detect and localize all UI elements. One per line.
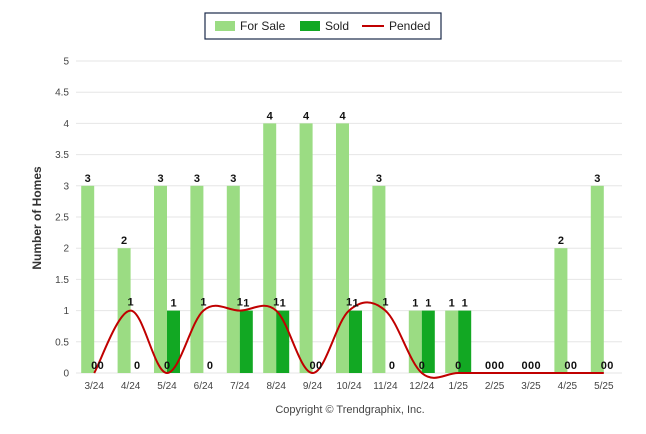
data-label-sold: 0 <box>571 360 577 372</box>
series-line-pended <box>93 301 604 379</box>
bar-for-sale <box>263 123 277 374</box>
bar-sold <box>239 310 253 373</box>
data-label-pended: 0 <box>91 360 97 372</box>
data-label-sold: 0 <box>316 360 322 372</box>
x-tick-label: 10/24 <box>336 381 361 392</box>
data-label-pended: 0 <box>164 360 170 372</box>
data-label-for-sale: 0 <box>485 360 491 372</box>
data-label-sold: 0 <box>207 360 213 372</box>
bar-for-sale <box>554 248 568 373</box>
bar-sold <box>421 310 435 373</box>
x-tick-label: 3/24 <box>84 381 104 392</box>
data-label-for-sale: 4 <box>303 110 310 122</box>
data-label-sold: 0 <box>498 360 504 372</box>
y-tick-label: 3 <box>63 181 69 192</box>
data-label-pended: 0 <box>419 360 425 372</box>
data-label-sold: 0 <box>389 360 395 372</box>
data-label-for-sale: 2 <box>558 235 564 247</box>
bar-for-sale <box>372 185 386 373</box>
data-label-sold: 1 <box>280 298 286 310</box>
x-tick-label: 2/25 <box>485 381 505 392</box>
data-label-for-sale: 3 <box>194 173 200 185</box>
data-label-sold: 1 <box>243 298 249 310</box>
x-tick-label: 5/24 <box>157 381 177 392</box>
y-tick-label: 0 <box>63 369 69 380</box>
data-label-pended: 1 <box>237 297 243 309</box>
y-tick-label: 0.5 <box>55 337 69 348</box>
bar-for-sale <box>190 185 204 373</box>
legend-swatch-for-sale <box>215 21 235 31</box>
x-tick-label: 11/24 <box>373 381 398 392</box>
data-label-pended: 0 <box>564 360 570 372</box>
bar-sold <box>167 310 180 373</box>
data-label-for-sale: 3 <box>594 173 600 185</box>
data-label-for-sale: 3 <box>230 173 236 185</box>
legend: For Sale Sold Pended <box>204 12 442 40</box>
x-tick-label: 9/24 <box>303 381 323 392</box>
bar-sold <box>349 310 362 373</box>
x-tick-label: 8/24 <box>266 381 286 392</box>
data-label-sold: 1 <box>425 298 431 310</box>
bar-for-sale <box>81 185 95 373</box>
data-label-for-sale: 3 <box>157 173 163 185</box>
data-label-for-sale: 3 <box>85 173 91 185</box>
legend-label-pended: Pended <box>389 19 430 33</box>
y-tick-label: 4.5 <box>55 88 69 99</box>
data-label-for-sale: 4 <box>267 110 274 122</box>
y-tick-label: 5 <box>63 57 69 68</box>
x-tick-label: 4/25 <box>558 381 578 392</box>
data-label-pended: 0 <box>310 360 316 372</box>
data-label-pended: 1 <box>200 297 206 309</box>
y-tick-label: 2.5 <box>55 213 69 224</box>
data-label-sold: 0 <box>134 360 140 372</box>
data-label-pended: 1 <box>128 297 134 309</box>
bar-sold <box>458 310 472 373</box>
data-label-pended: 1 <box>273 297 279 309</box>
x-tick-label: 5/25 <box>594 381 614 392</box>
legend-box <box>204 12 442 40</box>
bar-for-sale <box>590 185 604 373</box>
y-tick-label: 4 <box>63 119 69 130</box>
legend-label-for-sale: For Sale <box>240 19 286 33</box>
legend-swatch-sold <box>300 21 320 31</box>
data-label-for-sale: 1 <box>449 298 455 310</box>
data-label-sold: 0 <box>607 360 613 372</box>
data-label-sold: 1 <box>170 298 176 310</box>
y-tick-label: 1 <box>63 306 69 317</box>
data-label-for-sale: 2 <box>121 235 127 247</box>
x-tick-label: 12/24 <box>409 381 434 392</box>
bar-for-sale <box>299 123 313 374</box>
x-tick-label: 1/25 <box>448 381 468 392</box>
data-label-for-sale: 1 <box>412 298 418 310</box>
data-label-sold: 0 <box>534 360 540 372</box>
bar-for-sale <box>445 310 459 373</box>
bar-for-sale <box>117 248 131 373</box>
y-tick-label: 3.5 <box>55 150 69 161</box>
bar-for-sale <box>336 123 349 374</box>
y-tick-label: 2 <box>63 244 69 255</box>
y-axis-label: Number of Homes <box>30 166 44 270</box>
x-tick-label: 3/25 <box>521 381 541 392</box>
data-label-pended: 0 <box>492 360 498 372</box>
x-tick-label: 4/24 <box>121 381 141 392</box>
y-tick-label: 1.5 <box>55 275 69 286</box>
data-label-for-sale: 4 <box>339 110 346 122</box>
bar-for-sale <box>154 185 167 373</box>
data-label-sold: 1 <box>352 298 358 310</box>
data-label-pended: 1 <box>346 297 352 309</box>
x-tick-label: 6/24 <box>194 381 214 392</box>
data-label-pended: 0 <box>601 360 607 372</box>
legend-label-sold: Sold <box>325 19 349 33</box>
data-label-pended: 0 <box>528 360 534 372</box>
data-label-pended: 1 <box>382 297 388 309</box>
data-label-pended: 0 <box>455 360 461 372</box>
x-tick-label: 7/24 <box>230 381 250 392</box>
data-label-for-sale: 3 <box>376 173 382 185</box>
copyright-text: Copyright © Trendgraphix, Inc. <box>275 404 424 416</box>
data-label-sold: 1 <box>462 298 468 310</box>
data-label-for-sale: 0 <box>521 360 527 372</box>
data-label-sold: 0 <box>98 360 104 372</box>
bar-for-sale <box>226 185 240 373</box>
